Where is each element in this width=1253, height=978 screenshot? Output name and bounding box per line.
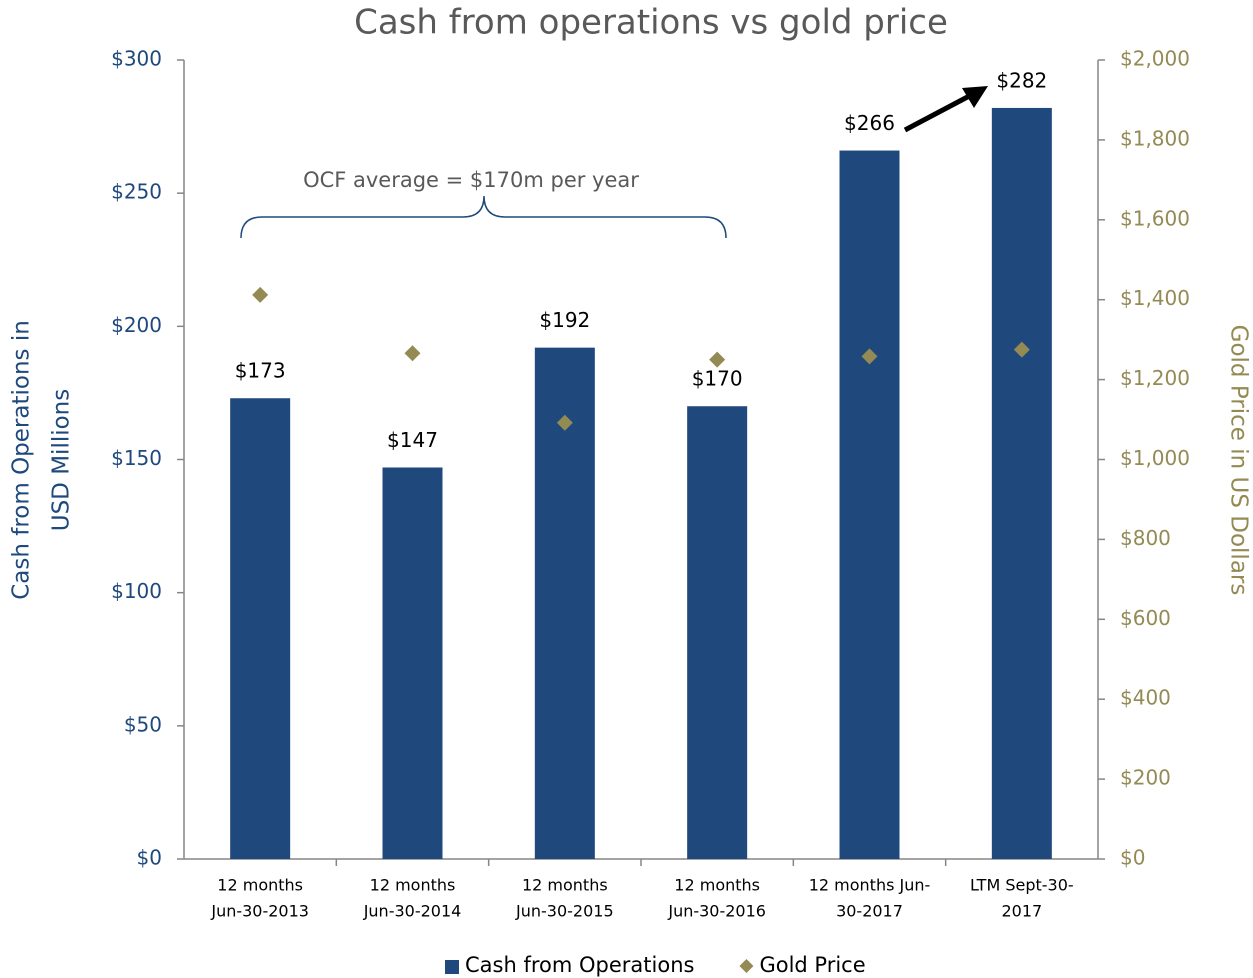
y2-axis-label: Gold Price in US Dollars [1226, 325, 1252, 596]
y-axis-label: Cash from Operations in [9, 320, 35, 600]
y-tick-label: $100 [111, 579, 162, 603]
bar [230, 398, 291, 859]
y2-tick-label: $1,200 [1120, 366, 1190, 390]
y2-tick-label: $1,600 [1120, 206, 1190, 230]
legend-swatch [445, 960, 459, 974]
bar [382, 467, 443, 859]
x-tick-label: LTM Sept-30- [970, 876, 1074, 895]
x-tick-label: Jun-30-2014 [363, 902, 462, 921]
x-tick-label: 12 months [674, 876, 760, 895]
x-tick-label: Jun-30-2016 [667, 902, 766, 921]
marker [1013, 341, 1030, 358]
y2-tick-label: $1,800 [1120, 126, 1190, 150]
brace [240, 195, 727, 239]
y2-tick-label: $200 [1120, 766, 1171, 790]
bar [991, 107, 1052, 859]
x-tick-label: 2017 [1001, 902, 1042, 921]
y-tick-label: $250 [111, 180, 162, 204]
y-tick-label: $50 [124, 712, 162, 736]
marker [252, 286, 269, 303]
y2-tick-label: $1,400 [1120, 286, 1190, 310]
x-tick-label: Jun-30-2013 [210, 902, 309, 921]
y2-tick-label: $0 [1120, 846, 1145, 870]
data-label: $170 [692, 367, 743, 391]
x-tick-label: 12 months [522, 876, 608, 895]
marker [861, 348, 878, 365]
y-tick-label: $150 [111, 446, 162, 470]
legend-label: Gold Price [759, 953, 865, 977]
marker [404, 345, 421, 362]
y2-tick-label: $400 [1120, 686, 1171, 710]
y2-tick-label: $2,000 [1120, 47, 1190, 71]
y-axis-label: USD Millions [49, 389, 75, 532]
x-tick-label: 30-2017 [836, 902, 903, 921]
y2-tick-label: $1,000 [1120, 446, 1190, 470]
data-label: $147 [387, 428, 438, 452]
data-label: $282 [996, 68, 1047, 92]
marker [556, 414, 573, 431]
y-tick-label: $300 [111, 47, 162, 71]
marker [709, 351, 726, 368]
x-tick-label: 12 months Jun- [809, 876, 931, 895]
y2-tick-label: $600 [1120, 606, 1171, 630]
data-label: $173 [235, 359, 286, 383]
data-label: $266 [844, 111, 895, 135]
y-tick-label: $0 [137, 846, 162, 870]
y-tick-label: $200 [111, 313, 162, 337]
chart-title: Cash from operations vs gold price [354, 3, 948, 43]
arrow-head [962, 86, 988, 108]
y2-tick-label: $800 [1120, 526, 1171, 550]
legend-label: Cash from Operations [465, 953, 694, 977]
arrow [903, 90, 977, 133]
bar [534, 347, 595, 859]
x-tick-label: Jun-30-2015 [515, 902, 614, 921]
annotation: OCF average = $170m per year [303, 168, 639, 192]
bar [839, 150, 900, 859]
bar [687, 406, 748, 859]
x-tick-label: 12 months [370, 876, 456, 895]
data-label: $192 [539, 308, 590, 332]
x-tick-label: 12 months [217, 876, 303, 895]
legend-swatch [739, 959, 754, 973]
